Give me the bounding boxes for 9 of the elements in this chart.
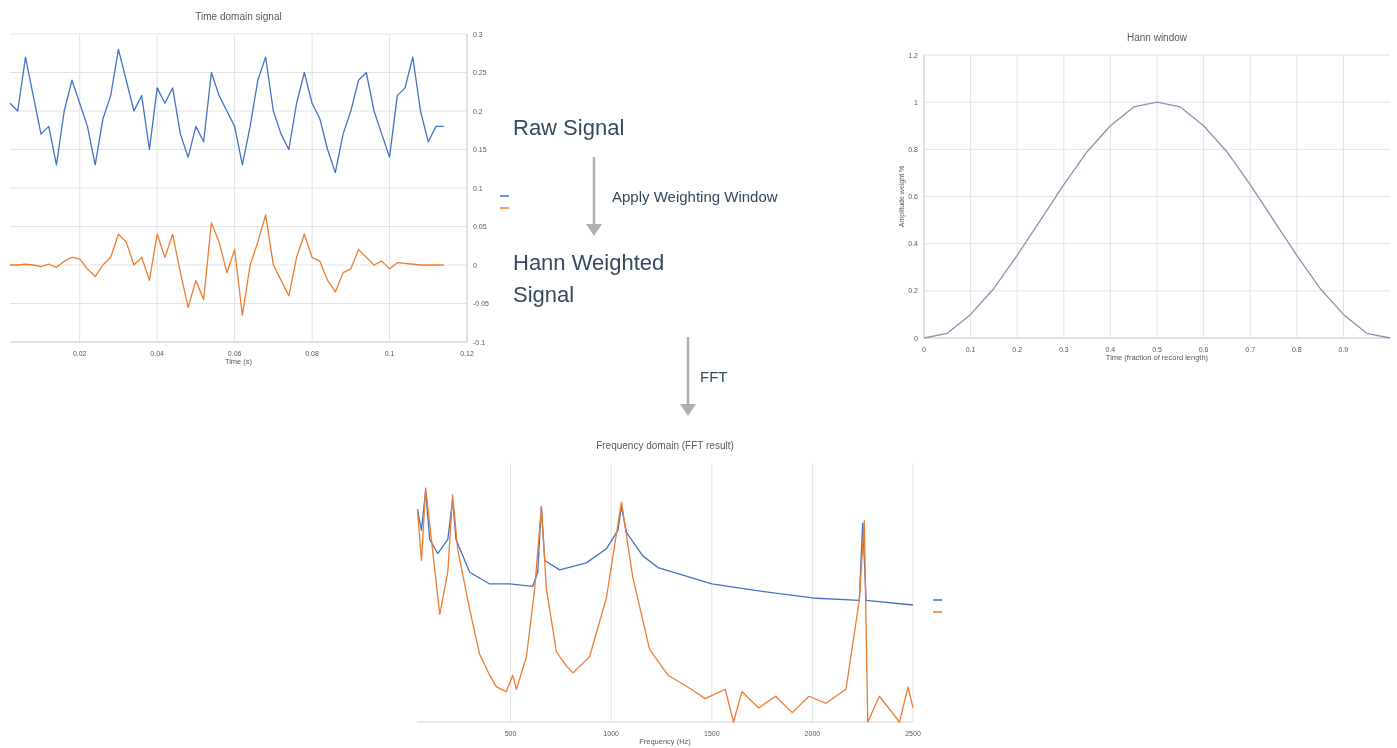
chart-title: Hann window <box>1126 32 1188 43</box>
line-series <box>9 48 445 174</box>
chart-title: Time domain signal <box>195 11 282 22</box>
line-series <box>9 214 445 316</box>
text: FFT <box>700 368 728 385</box>
chart-title: Frequency domain (FFT result) <box>596 440 734 451</box>
text: Raw Signal <box>513 115 625 140</box>
text: Hann Weighted Signal <box>513 250 665 307</box>
text: Apply Weighting Window <box>612 188 778 205</box>
